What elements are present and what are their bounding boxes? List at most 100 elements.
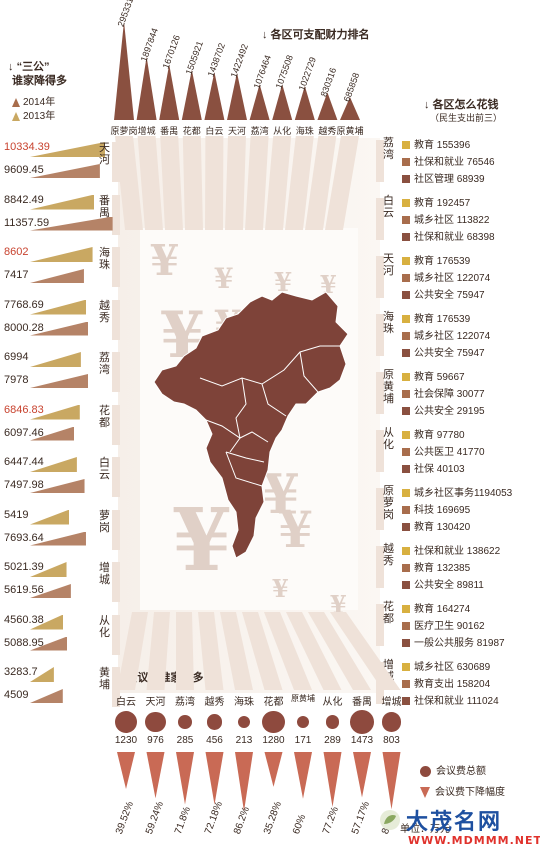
spend-item-label: 城乡社区 122074 bbox=[414, 273, 491, 284]
spend-item: 社区管理 68939 bbox=[402, 170, 485, 185]
spend-item: 科技 169695 bbox=[402, 501, 470, 516]
spend-item-label: 社保和就业 76546 bbox=[414, 157, 495, 168]
spend-swatch bbox=[402, 141, 410, 150]
three-row-0: 10334.39 9609.45 天河 bbox=[0, 138, 120, 190]
meeting-total-value: 171 bbox=[294, 735, 312, 746]
three-ray bbox=[112, 457, 120, 497]
income-ray bbox=[305, 136, 337, 230]
meeting-drop-triangle bbox=[382, 752, 401, 810]
spend-ray bbox=[376, 256, 384, 298]
meeting-total-value: 1230 bbox=[114, 735, 138, 746]
spend-title-text: 各区怎么花钱 bbox=[432, 99, 499, 111]
value-2013: 6097.46 bbox=[4, 426, 44, 439]
three-district-name: 白云 bbox=[99, 457, 110, 481]
three-district-name: 黄埔 bbox=[99, 667, 110, 691]
value-2014: 5419 bbox=[4, 508, 29, 521]
spend-item-label: 公共安全 75947 bbox=[414, 348, 485, 359]
spend-ray bbox=[376, 140, 384, 182]
income-ray bbox=[182, 136, 203, 230]
meeting-total-dot bbox=[296, 715, 310, 729]
meeting-district-name: 越秀 bbox=[204, 697, 225, 708]
spend-swatch bbox=[402, 605, 410, 614]
three-row-1: 8842.49 11357.59 番禺 bbox=[0, 191, 120, 243]
spend-swatch bbox=[402, 680, 410, 689]
spend-swatch bbox=[402, 697, 410, 706]
meeting-total-value: 803 bbox=[383, 735, 400, 746]
spend-swatch bbox=[402, 663, 410, 672]
spend-district-name: 白云 bbox=[383, 195, 394, 219]
legend-2013: 2013年 bbox=[12, 107, 55, 122]
three-row-6: 6447.44 7497.98 白云 bbox=[0, 453, 120, 505]
meeting-drop-triangle bbox=[205, 752, 224, 805]
meeting-drop-triangle bbox=[235, 752, 253, 812]
income-ray bbox=[225, 136, 246, 230]
spend-item: 城乡社区 122074 bbox=[402, 327, 490, 342]
spend-district-name: 越秀 bbox=[383, 543, 394, 567]
income-spike bbox=[272, 84, 293, 120]
yen-icon: ¥ bbox=[150, 236, 180, 285]
three-district-name: 从化 bbox=[99, 614, 110, 639]
spend-swatch bbox=[402, 390, 410, 399]
spend-item: 教育支出 158204 bbox=[402, 675, 490, 690]
spend-swatch bbox=[402, 407, 410, 416]
legend-2014-label: 2014年 bbox=[23, 97, 56, 108]
income-ray bbox=[285, 136, 314, 230]
spend-ray bbox=[376, 604, 384, 646]
spend-item: 社保 40103 bbox=[402, 460, 465, 475]
meeting-district-name: 从化 bbox=[322, 697, 343, 708]
meeting-district-name: 花都 bbox=[263, 697, 284, 708]
spend-item: 社保和就业 68398 bbox=[402, 228, 495, 243]
spend-item-label: 城乡社区 630689 bbox=[414, 662, 491, 673]
spend-swatch bbox=[402, 431, 410, 440]
spend-item-label: 教育 59667 bbox=[414, 372, 465, 383]
income-district-name: 增城 bbox=[137, 126, 156, 136]
three-ray bbox=[112, 352, 120, 392]
income-district-name: 越秀 bbox=[318, 126, 337, 136]
spend-item: 教育 132385 bbox=[402, 559, 470, 574]
income-title-text: 各区可支配财力排名 bbox=[270, 29, 370, 41]
spend-item-label: 教育 192457 bbox=[414, 198, 471, 209]
income-district-name: 原黄埔 bbox=[336, 126, 364, 136]
value-2013: 5619.56 bbox=[4, 584, 44, 596]
value-2014: 7768.69 bbox=[4, 298, 44, 311]
yen-icon: ¥ bbox=[272, 574, 289, 603]
three-ray bbox=[112, 614, 120, 655]
spend-swatch bbox=[402, 349, 410, 358]
spend-item-label: 教育 176539 bbox=[414, 314, 471, 325]
meeting-district-name: 荔湾 bbox=[175, 697, 195, 708]
spend-item-label: 一般公共服务 81987 bbox=[414, 638, 505, 649]
three-ray bbox=[112, 509, 120, 550]
three-row-10: 3283.7 4509 黄埔 bbox=[0, 663, 120, 715]
value-2014: 6846.83 bbox=[4, 403, 44, 416]
spend-swatch bbox=[402, 523, 410, 532]
income-spike bbox=[340, 97, 360, 120]
value-2013: 7497.98 bbox=[4, 479, 44, 491]
spend-district-name: 荔湾 bbox=[383, 137, 394, 161]
income-ray bbox=[115, 136, 143, 230]
spend-item: 教育 176539 bbox=[402, 310, 470, 325]
spend-swatch bbox=[402, 158, 410, 167]
yen-icon: ¥ bbox=[330, 590, 347, 619]
legend-2013-label: 2013年 bbox=[23, 111, 56, 122]
spend-item-label: 社保和就业 68398 bbox=[414, 232, 495, 243]
spend-swatch bbox=[402, 175, 410, 184]
meeting-drop-triangle bbox=[294, 752, 312, 799]
meeting-ray bbox=[330, 612, 401, 690]
three-row-2: 8602 7417 海珠 bbox=[0, 243, 120, 295]
spend-item-label: 社保 40103 bbox=[414, 464, 465, 475]
spend-item: 教育 192457 bbox=[402, 194, 470, 209]
meeting-total-value: 976 bbox=[147, 735, 164, 746]
income-district-name: 从化 bbox=[273, 126, 292, 136]
spend-swatch bbox=[402, 465, 410, 474]
meeting-total-dot bbox=[206, 714, 223, 730]
income-ray bbox=[265, 136, 292, 230]
income-spike bbox=[317, 92, 338, 120]
meeting-total-value: 285 bbox=[176, 735, 194, 746]
income-ray bbox=[245, 136, 269, 230]
value-2014: 10334.39 bbox=[4, 141, 50, 153]
spend-item-label: 教育 176539 bbox=[414, 256, 471, 267]
meeting-drop-triangle bbox=[117, 752, 135, 789]
spend-swatch bbox=[402, 315, 410, 324]
three-row-9: 4560.38 5088.95 从化 bbox=[0, 611, 120, 663]
income-district-name: 花都 bbox=[182, 126, 201, 136]
